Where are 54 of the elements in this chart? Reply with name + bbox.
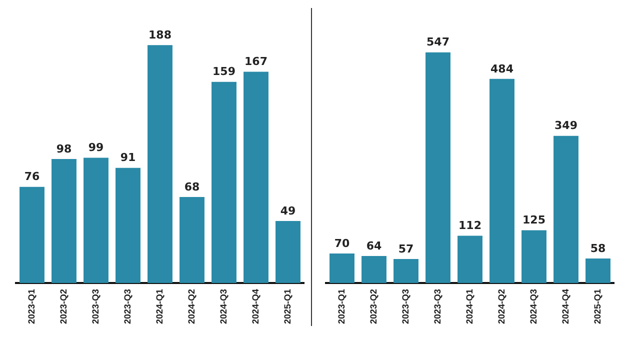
data-label: 99 [88, 141, 104, 154]
data-label: 349 [554, 119, 578, 132]
data-label: 57 [398, 242, 414, 256]
x-tick-label: 2023-Q2 [368, 288, 378, 324]
data-label: 58 [590, 242, 606, 255]
data-label: 484 [490, 62, 514, 76]
bar [394, 258, 418, 283]
bar [180, 196, 204, 283]
x-tick-label: 2024-Q4 [560, 288, 570, 324]
x-tick-label: 2024-Q2 [186, 288, 196, 324]
bar [276, 220, 300, 283]
data-label: 64 [366, 239, 382, 252]
x-tick-label: 2024-Q1 [464, 288, 474, 324]
data-label: 167 [244, 55, 268, 68]
data-label: 547 [426, 36, 450, 49]
data-label: 76 [24, 170, 40, 184]
x-tick-label: 2023-Q1 [336, 288, 346, 324]
bar [330, 253, 354, 283]
x-tick-label: 2024-Q3 [528, 288, 538, 324]
bar [52, 159, 76, 283]
data-label: 68 [184, 180, 200, 194]
bar [586, 258, 610, 283]
bar [84, 158, 108, 283]
bar [554, 136, 578, 283]
bar [458, 236, 482, 283]
x-tick-label: 2024-Q4 [250, 288, 260, 324]
x-tick-label: 2023-Q3 [122, 288, 132, 324]
data-label: 159 [212, 65, 236, 78]
data-label: 70 [334, 236, 350, 250]
bar [244, 72, 268, 283]
data-label: 112 [458, 219, 482, 232]
x-tick-label: 2024-Q2 [496, 288, 506, 324]
x-tick-label: 2023-Q3 [400, 288, 410, 324]
data-label: 125 [522, 214, 546, 227]
x-tick-label: 2023-Q3 [90, 288, 100, 324]
x-tick-label: 2025-Q1 [592, 288, 602, 324]
bar [522, 230, 546, 283]
x-tick-label: 2024-Q1 [154, 288, 164, 324]
x-tick-label: 2023-Q3 [432, 288, 442, 324]
bar [20, 186, 44, 283]
data-label: 98 [56, 142, 72, 156]
bar [116, 168, 140, 283]
x-tick-label: 2024-Q3 [218, 288, 228, 324]
x-tick-label: 2023-Q1 [26, 288, 36, 324]
data-label: 188 [148, 28, 172, 42]
bar [362, 256, 386, 283]
bar [212, 82, 236, 283]
data-label: 91 [120, 151, 136, 164]
x-tick-label: 2025-Q1 [282, 288, 292, 324]
bar [426, 52, 450, 283]
x-tick-label: 2023-Q2 [58, 288, 68, 324]
bar [148, 45, 172, 283]
data-label: 49 [280, 204, 296, 218]
bar [490, 78, 514, 283]
